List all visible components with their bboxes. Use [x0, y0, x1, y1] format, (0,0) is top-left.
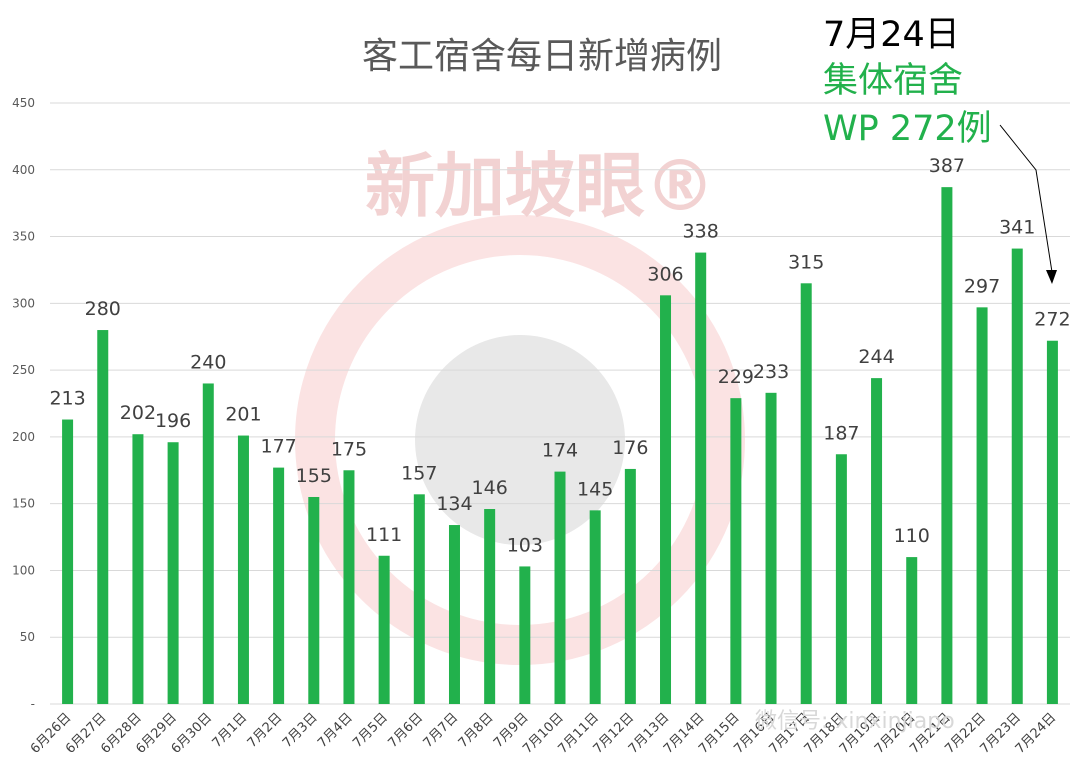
y-tick-label: 350: [12, 230, 35, 244]
data-label: 229: [718, 366, 754, 388]
bar: [1011, 248, 1023, 704]
bar: [132, 434, 144, 704]
bar: [62, 419, 74, 704]
bar: [519, 566, 531, 704]
data-label: 240: [190, 351, 226, 373]
bar-series: [62, 187, 1058, 705]
bar: [343, 470, 355, 704]
y-axis: - 50 100 150 200 250 300 350 400 450: [12, 96, 35, 711]
y-tick-label: 50: [20, 630, 35, 644]
bar: [97, 330, 109, 704]
annotation-date: 7月24日: [823, 15, 960, 55]
bar: [765, 392, 777, 704]
annotation-category: 集体宿舍: [823, 61, 963, 101]
x-tick-label: 7月7日: [421, 710, 462, 751]
bar: [1046, 340, 1058, 704]
data-label: 202: [120, 402, 156, 424]
data-label: 177: [260, 436, 296, 458]
wechat-id: 微信号: xinxinjiapo: [755, 709, 955, 734]
data-label: 280: [85, 298, 121, 320]
data-label: 201: [225, 404, 261, 426]
bar: [237, 435, 249, 704]
bar: [800, 283, 812, 704]
bar: [484, 509, 496, 704]
data-label: 187: [823, 422, 859, 444]
data-label: 155: [296, 465, 332, 487]
data-label: 134: [436, 493, 472, 515]
y-tick-label: -: [31, 697, 35, 711]
data-label: 175: [331, 438, 367, 460]
bar: [835, 454, 847, 704]
annotation-arrow-head: [1046, 270, 1057, 284]
x-tick-label: 7月8日: [456, 710, 497, 751]
data-label: 103: [507, 534, 543, 556]
x-tick-label: 7月1日: [210, 710, 251, 751]
bar: [941, 187, 953, 704]
chart-title: 客工宿舍每日新增病例: [362, 36, 722, 77]
x-tick-label: 7月2日: [245, 710, 286, 751]
data-label: 110: [894, 525, 930, 547]
bar: [273, 467, 285, 704]
bar: [871, 378, 883, 704]
bar: [976, 307, 988, 704]
annotation-arrow-line: [999, 124, 1053, 273]
bar: [378, 555, 390, 704]
y-tick-label: 250: [12, 363, 35, 377]
annotation: 7月24日 集体宿舍 WP 272例: [823, 15, 1057, 284]
watermark-text: 新加坡眼®: [365, 145, 715, 227]
y-tick-label: 200: [12, 430, 35, 444]
data-label: 387: [929, 155, 965, 177]
data-label: 176: [612, 437, 648, 459]
y-tick-label: 450: [12, 96, 35, 110]
y-tick-label: 400: [12, 163, 35, 177]
bar: [906, 557, 918, 704]
annotation-count: WP 272例: [823, 109, 992, 149]
data-label: 157: [401, 462, 437, 484]
data-label: 244: [858, 346, 894, 368]
bar: [695, 252, 707, 705]
data-label: 272: [1034, 309, 1070, 331]
data-label: 315: [788, 251, 824, 273]
data-label: 146: [472, 477, 508, 499]
data-label: 233: [753, 361, 789, 383]
x-tick-label: 7月4日: [315, 710, 356, 751]
data-label: 145: [577, 478, 613, 500]
x-tick-label: 7月3日: [280, 710, 321, 751]
x-tick-label: 7月5日: [350, 710, 391, 751]
bar: [589, 510, 601, 704]
bar: [624, 468, 636, 704]
y-tick-label: 300: [12, 296, 35, 310]
data-label: 174: [542, 440, 578, 462]
bar: [413, 494, 425, 704]
bar: [167, 442, 179, 704]
bar: [730, 398, 742, 704]
data-label: 338: [683, 221, 719, 243]
data-label: 306: [647, 263, 683, 285]
bar: [660, 295, 672, 704]
bar: [308, 496, 320, 704]
wechat-watermark: 微信号: xinxinjiapo: [755, 709, 955, 734]
bar: [448, 525, 460, 704]
y-tick-label: 100: [12, 563, 35, 577]
data-label: 196: [155, 410, 191, 432]
data-label: 111: [366, 524, 402, 546]
bar: [202, 383, 214, 704]
data-label: 213: [49, 388, 85, 410]
bar: [554, 471, 566, 704]
y-tick-label: 150: [12, 497, 35, 511]
data-label: 341: [999, 217, 1035, 239]
x-tick-label: 7月6日: [385, 710, 426, 751]
data-label: 297: [964, 275, 1000, 297]
